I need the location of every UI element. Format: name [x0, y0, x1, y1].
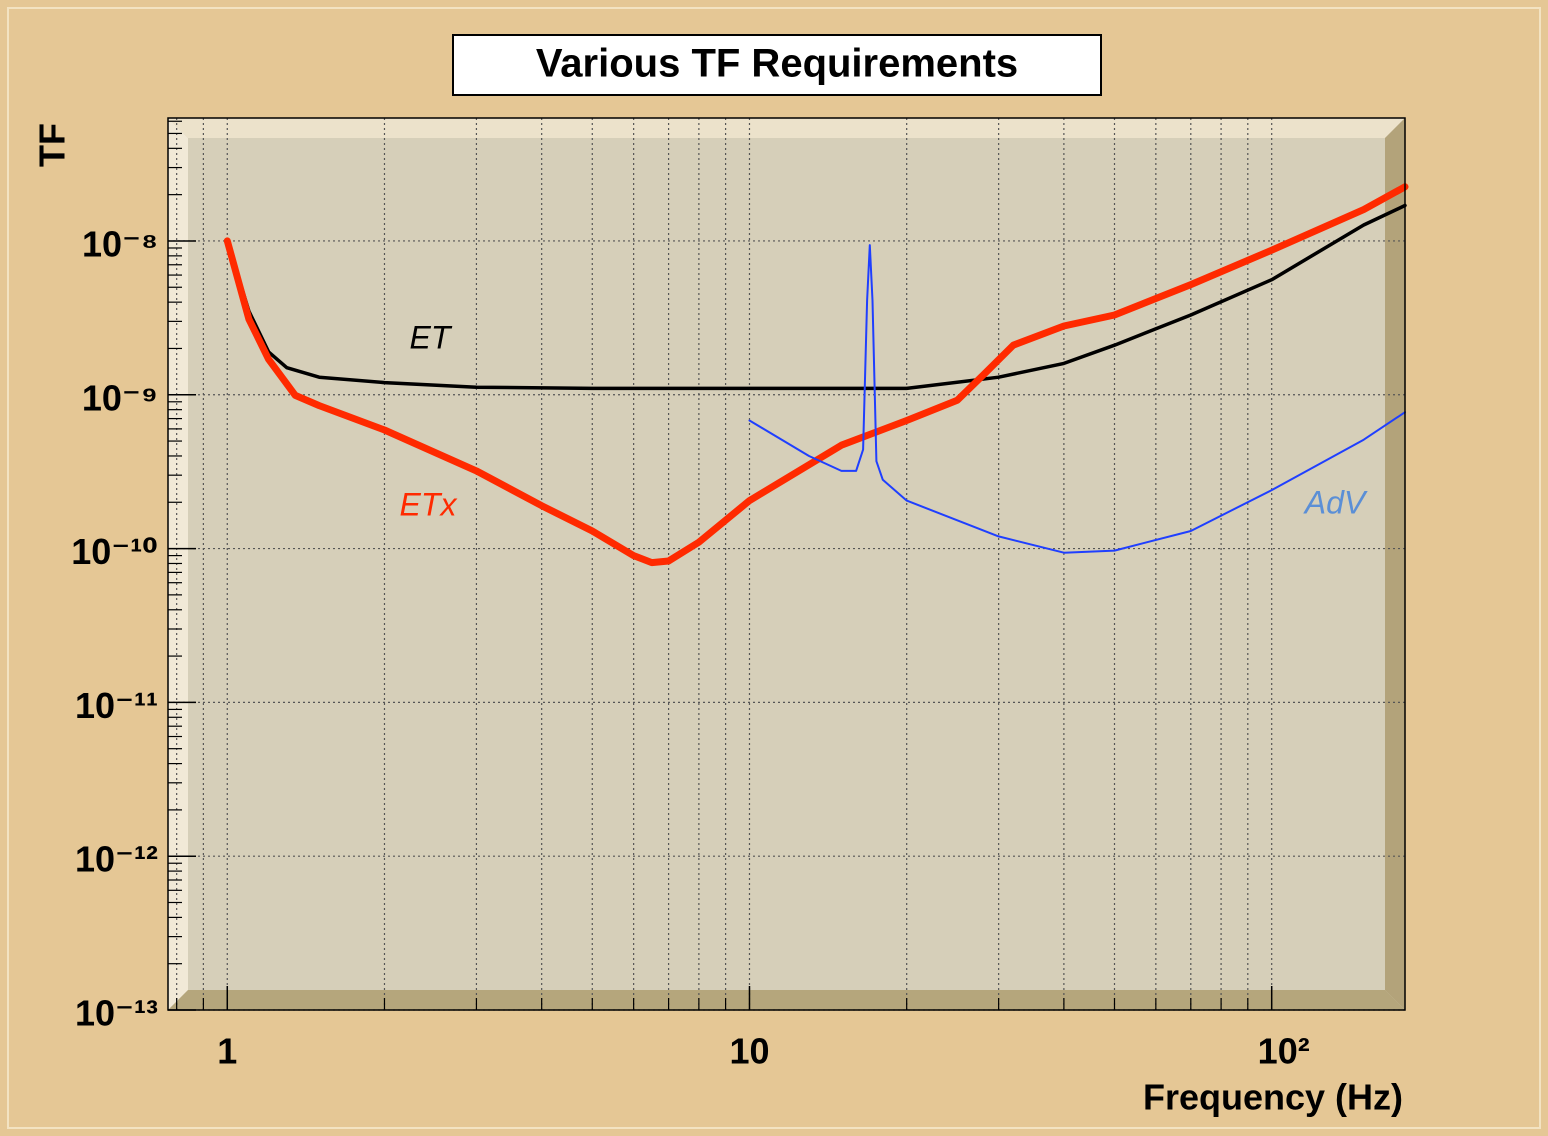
annotation: AdV: [1303, 484, 1368, 520]
x-tick-label: 10²: [1258, 1031, 1310, 1072]
y-tick-label: 10⁻¹²: [75, 839, 158, 880]
annotation: ETx: [400, 486, 458, 522]
y-axis-label: TF: [32, 123, 73, 167]
axes-box: [167, 117, 1406, 1011]
x-tick-label: 10: [729, 1031, 769, 1072]
y-tick-label: 10⁻¹³: [75, 993, 158, 1034]
series-layer: [223, 183, 1409, 567]
series-line: [225, 203, 1407, 391]
grid: [168, 118, 1405, 1011]
x-tick-label: 1: [217, 1031, 237, 1072]
annotation: ET: [410, 319, 453, 355]
canvas-border: [7, 7, 1541, 1129]
series-line: [748, 244, 1406, 554]
title-box: [452, 34, 1102, 96]
x-axis-label: Frequency (Hz): [1143, 1077, 1403, 1118]
y-tick-label: 10⁻⁹: [82, 377, 158, 418]
frame: [168, 118, 1405, 1010]
frame-bevel-top: [168, 118, 1405, 138]
y-tick-label: 10⁻⁸: [82, 223, 158, 264]
y-tick-label: 10⁻¹⁰: [71, 531, 158, 572]
plot-area: [168, 118, 1405, 1010]
chart-title: Various TF Requirements: [536, 42, 1018, 86]
frame-bevel-bottom: [168, 990, 1405, 1010]
series-line: [223, 183, 1409, 567]
y-tick-label: 10⁻¹¹: [75, 685, 158, 726]
frame-bevel-right: [1385, 118, 1405, 1010]
